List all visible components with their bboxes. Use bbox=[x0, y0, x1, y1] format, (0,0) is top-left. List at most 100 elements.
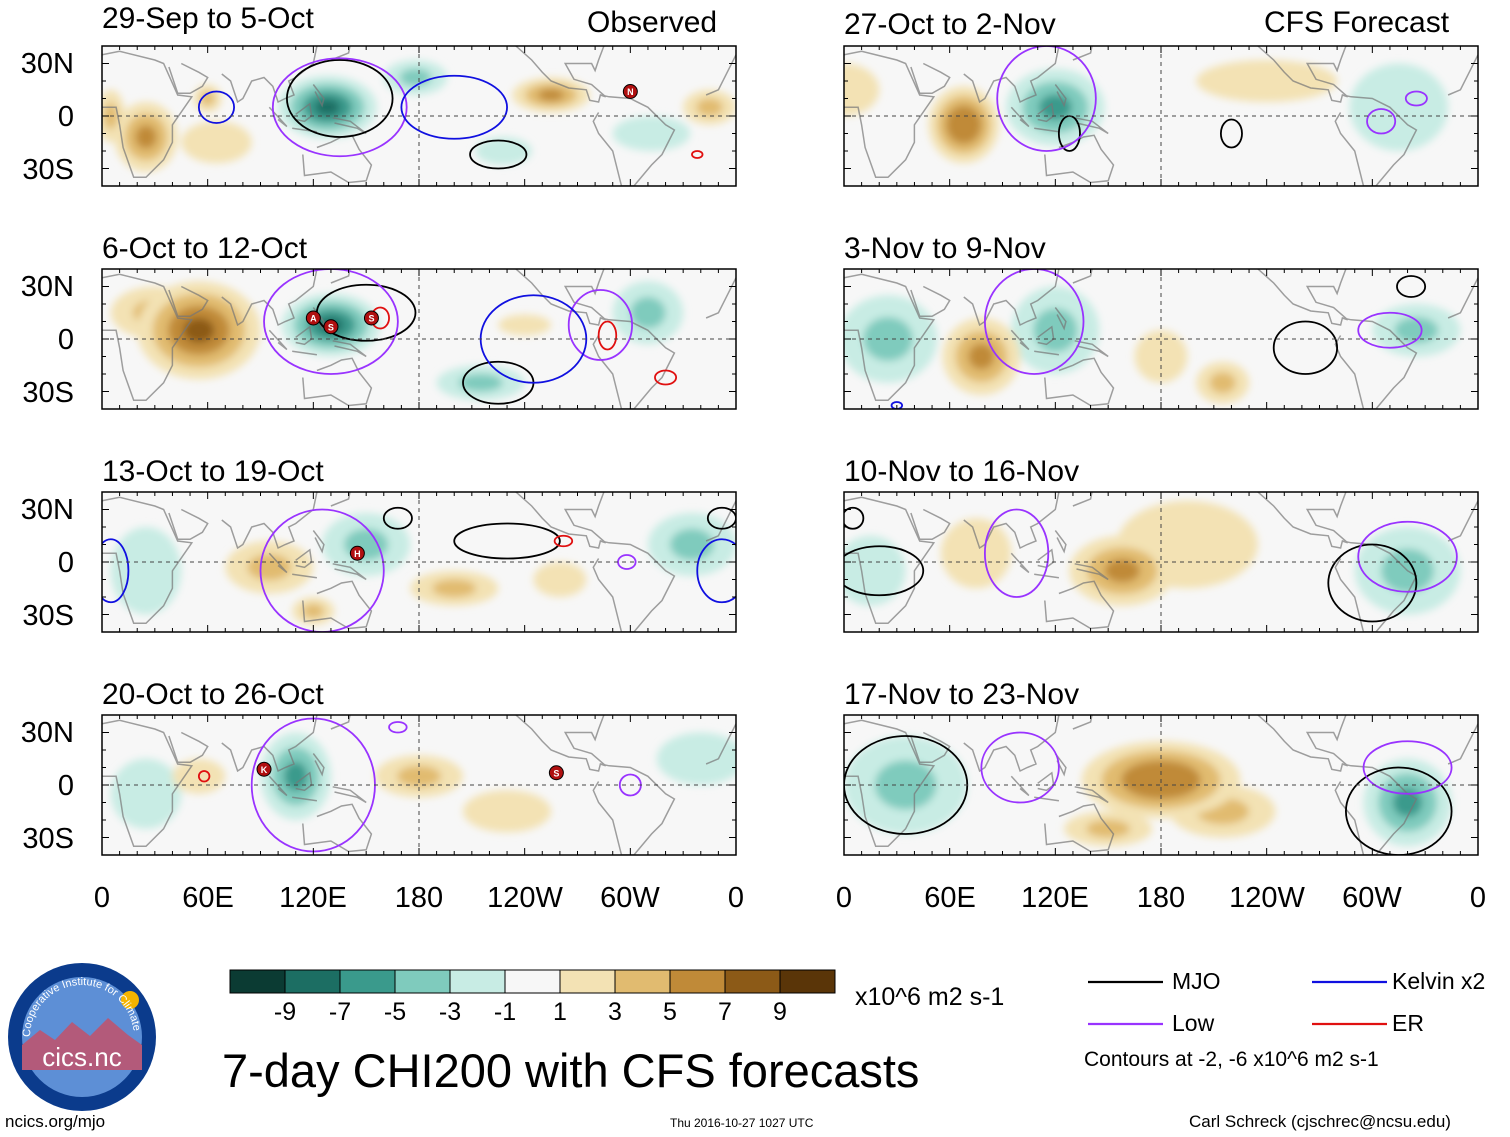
legend-label-mjo: MJO bbox=[1172, 968, 1221, 994]
coastline bbox=[1044, 580, 1115, 630]
coastline bbox=[1447, 723, 1478, 765]
contour-er bbox=[691, 150, 704, 159]
panel-title-obs-3: 13-Oct to 19-Oct bbox=[102, 455, 324, 488]
coastline bbox=[221, 715, 318, 773]
coastline bbox=[705, 277, 736, 319]
panel-title-fcst-4: 17-Nov to 23-Nov bbox=[844, 678, 1080, 711]
coastline bbox=[102, 50, 194, 179]
anomaly-shading bbox=[135, 125, 157, 149]
colorbar-swatch bbox=[229, 969, 286, 994]
legend-label-kelvin: Kelvin x2 bbox=[1392, 968, 1486, 994]
coastline bbox=[963, 492, 1060, 550]
map-panel: N bbox=[101, 45, 737, 187]
colorbar-swatch bbox=[284, 969, 341, 994]
coastline bbox=[1054, 84, 1067, 108]
contour-low bbox=[980, 731, 1060, 804]
coastline bbox=[1072, 715, 1093, 730]
lat-label-30s: 30S bbox=[22, 600, 74, 632]
coastline bbox=[168, 285, 209, 318]
storm-marker: S bbox=[363, 310, 379, 326]
contour-kelvin-x2 bbox=[890, 401, 904, 409]
storm-letter: H bbox=[354, 549, 361, 559]
coastline bbox=[221, 269, 318, 327]
legend-label-er: ER bbox=[1392, 1010, 1424, 1036]
coastline bbox=[1334, 763, 1418, 855]
coastline bbox=[312, 84, 325, 108]
map-panel bbox=[843, 268, 1479, 410]
footer-url: ncics.org/mjo bbox=[5, 1112, 106, 1131]
colorbar-label: 9 bbox=[773, 998, 787, 1026]
coastline bbox=[1010, 329, 1030, 351]
lon-label-left-0: 0 bbox=[93, 882, 111, 914]
anomaly-shading bbox=[110, 527, 182, 615]
forecast-header: CFS Forecast bbox=[1264, 6, 1450, 39]
storm-marker: S bbox=[323, 319, 339, 335]
lon-label-left-360: 0 bbox=[727, 882, 745, 914]
contour-mjo bbox=[1272, 320, 1339, 375]
storm-letter: A bbox=[310, 314, 317, 324]
lat-label-eq: 0 bbox=[57, 101, 74, 133]
coastline bbox=[302, 803, 373, 853]
lat-label-30s: 30S bbox=[22, 823, 74, 855]
coastline bbox=[102, 273, 194, 402]
lat-label-30n: 30N bbox=[20, 717, 74, 749]
coastline bbox=[592, 540, 676, 632]
lon-label-left-60e: 60E bbox=[182, 882, 234, 914]
contour-mjo bbox=[1396, 275, 1427, 298]
colorbar-label: -5 bbox=[383, 998, 407, 1026]
panel-title-fcst-1: 27-Oct to 2-Nov bbox=[844, 8, 1056, 41]
panel-title-obs-2: 6-Oct to 12-Oct bbox=[102, 232, 308, 265]
anomaly-shading bbox=[1392, 787, 1423, 818]
lon-label-right-120w: 120W bbox=[1229, 882, 1305, 914]
coastline bbox=[1034, 127, 1060, 133]
coastline bbox=[844, 273, 936, 402]
contour-er bbox=[597, 320, 618, 351]
coastline bbox=[268, 106, 288, 128]
colorbar-label: 3 bbox=[608, 998, 622, 1026]
colorbar-label: -9 bbox=[273, 998, 297, 1026]
coastline bbox=[168, 508, 209, 541]
map-panel bbox=[843, 45, 1479, 187]
anomaly-shading bbox=[399, 68, 432, 87]
anomaly-shading bbox=[874, 760, 937, 810]
colorbar-swatch bbox=[339, 969, 396, 994]
colorbar-label: 7 bbox=[718, 998, 732, 1026]
coastline bbox=[168, 62, 209, 95]
lat-label-eq: 0 bbox=[57, 547, 74, 579]
coastline bbox=[1334, 540, 1418, 632]
colorbar-swatch bbox=[724, 969, 781, 994]
anomaly-shading bbox=[181, 121, 252, 164]
anomaly-shading bbox=[463, 790, 552, 833]
contour-mjo bbox=[844, 545, 925, 597]
anomaly-shading bbox=[954, 115, 973, 135]
anomaly-shading bbox=[183, 318, 215, 343]
colorbar-label: 5 bbox=[663, 998, 677, 1026]
footer-timestamp: Thu 2016-10-27 1027 UTC bbox=[670, 1116, 814, 1130]
lat-label-30n: 30N bbox=[20, 48, 74, 80]
contour-kelvin-x2 bbox=[696, 538, 736, 604]
contour-low bbox=[1362, 740, 1453, 795]
contour-er bbox=[654, 369, 678, 386]
coastline bbox=[1054, 753, 1067, 777]
legend-label-low: Low bbox=[1172, 1010, 1215, 1036]
lon-label-right-0: 0 bbox=[835, 882, 853, 914]
storm-marker: S bbox=[548, 765, 564, 781]
anomaly-shading bbox=[1196, 60, 1338, 102]
coastline bbox=[332, 117, 367, 135]
panel-title-obs-4: 20-Oct to 26-Oct bbox=[102, 678, 324, 711]
coastline bbox=[1072, 269, 1093, 284]
coastline bbox=[1010, 106, 1030, 128]
colorbar-label: -7 bbox=[328, 998, 352, 1026]
anomaly-shading bbox=[656, 732, 736, 785]
coastline bbox=[1034, 350, 1060, 356]
coastline bbox=[1044, 357, 1115, 407]
contour-kelvin-x2 bbox=[102, 538, 130, 604]
anomaly-shading bbox=[538, 89, 564, 101]
lon-label-right-60w: 60W bbox=[1342, 882, 1402, 914]
colorbar-units: x10^6 m2 s-1 bbox=[855, 983, 1005, 1011]
anomaly-shading bbox=[968, 343, 995, 370]
contour-kelvin-x2 bbox=[197, 90, 235, 124]
contour-er bbox=[197, 770, 211, 783]
